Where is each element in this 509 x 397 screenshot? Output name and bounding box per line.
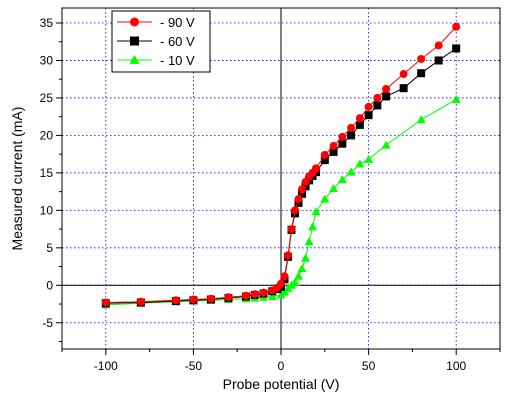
x-tick-label: 100 — [446, 359, 466, 373]
data-point — [434, 56, 443, 65]
data-point — [189, 295, 198, 304]
data-point — [355, 114, 364, 123]
data-point — [347, 123, 356, 132]
data-point — [294, 195, 303, 204]
data-point — [301, 182, 310, 191]
data-point — [301, 253, 311, 262]
legend-label: - 90 V — [160, 15, 195, 30]
data-point — [101, 298, 110, 307]
data-point — [250, 290, 259, 299]
y-tick-label: 25 — [40, 91, 54, 105]
data-point — [338, 132, 347, 141]
data-point — [280, 272, 289, 281]
legend-label: - 10 V — [160, 53, 195, 68]
data-point — [382, 84, 391, 93]
y-tick-label: 15 — [40, 166, 54, 180]
legend-item: - 10 V — [117, 53, 195, 68]
data-point — [308, 222, 318, 231]
y-tick-label: 5 — [46, 241, 53, 255]
data-point — [337, 175, 347, 184]
legend-item: - 90 V — [117, 15, 195, 30]
data-point — [304, 237, 314, 246]
data-point — [373, 101, 382, 110]
data-point — [382, 92, 391, 101]
x-tick-labels: -100 -50 0 50 100 — [94, 359, 467, 373]
x-axis-label: Probe potential (V) — [223, 376, 340, 392]
legend-marker — [130, 17, 139, 27]
data-point — [452, 22, 461, 31]
legend-marker — [130, 36, 139, 46]
data-point — [171, 296, 180, 305]
x-tick-label: -100 — [94, 359, 118, 373]
data-point — [364, 111, 373, 120]
y-tick-label: 30 — [40, 53, 54, 67]
data-point — [267, 291, 277, 300]
legend-item: - 60 V — [117, 34, 195, 49]
data-point — [364, 154, 374, 163]
data-point — [338, 139, 347, 148]
data-point — [311, 207, 321, 216]
data-point — [291, 206, 300, 215]
data-point — [284, 251, 293, 260]
series-circle — [101, 22, 461, 307]
data-point — [373, 93, 382, 102]
y-tick-label: 20 — [40, 128, 54, 142]
data-point — [298, 189, 307, 198]
data-point — [206, 294, 215, 303]
data-point — [312, 164, 321, 173]
data-point — [346, 167, 356, 176]
x-tick-label: 50 — [362, 359, 376, 373]
data-point — [320, 150, 329, 159]
data-point — [381, 140, 391, 149]
data-point — [417, 54, 426, 63]
y-tick-label: -5 — [42, 316, 53, 330]
data-point — [136, 297, 145, 306]
series-line — [105, 26, 457, 304]
data-point — [329, 141, 338, 150]
data-point — [297, 264, 307, 273]
x-tick-label: 0 — [278, 359, 285, 373]
legend: - 90 V - 60 V - 10 V — [111, 10, 211, 73]
data-point — [241, 291, 250, 300]
data-point — [224, 293, 233, 302]
data-point — [298, 185, 307, 194]
y-tick-label: 0 — [46, 278, 53, 292]
data-point — [355, 159, 365, 168]
data-point — [452, 44, 461, 53]
data-point — [399, 69, 408, 78]
data-point — [329, 147, 338, 156]
data-point — [320, 156, 329, 165]
legend-label: - 60 V — [160, 34, 195, 49]
data-point — [290, 277, 300, 286]
y-tick-label: 35 — [40, 16, 54, 30]
data-point — [347, 131, 356, 140]
data-point — [329, 184, 339, 193]
data-point — [287, 225, 296, 234]
data-point — [399, 84, 408, 93]
data-point — [320, 194, 330, 203]
x-tick-label: -50 — [185, 359, 203, 373]
y-axis-label: Measured current (mA) — [9, 107, 25, 251]
data-point — [355, 120, 364, 129]
y-tick-label: 10 — [40, 203, 54, 217]
data-point — [416, 115, 426, 124]
data-point — [294, 271, 304, 280]
y-tick-labels: -5 0 5 10 15 20 25 30 35 — [40, 16, 54, 330]
axis-ticks — [56, 22, 501, 355]
series-layer — [101, 22, 461, 309]
data-point — [434, 41, 443, 50]
data-point — [451, 94, 461, 103]
data-point — [364, 102, 373, 111]
data-point — [417, 69, 426, 78]
legend-marker — [129, 54, 140, 64]
data-point — [277, 279, 285, 288]
data-point — [259, 288, 268, 297]
